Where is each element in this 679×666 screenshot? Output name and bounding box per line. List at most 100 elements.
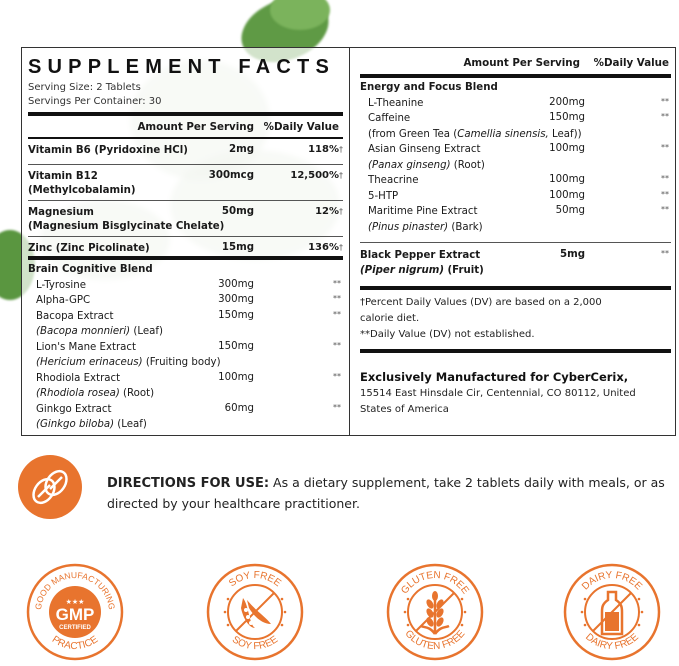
servings-per-container: Servings Per Container: 30: [28, 96, 162, 107]
ingredient-name: Lion's Mane Extract: [36, 341, 137, 353]
ingredient-daily-value: **: [661, 205, 669, 214]
dairy-free-icon: DAIRY FREE DAIRY FREE: [562, 562, 662, 662]
blend-title: Brain Cognitive Blend: [28, 264, 153, 275]
ingredient-source: (Ginkgo biloba) (Leaf): [36, 418, 147, 432]
manufacturer: Exclusively Manufactured for CyberCerix,: [360, 370, 629, 384]
svg-text:CERTIFIED: CERTIFIED: [59, 625, 91, 631]
source-part: Leaf)): [548, 128, 582, 140]
soy-free-icon: SOY FREE SOY FREE: [205, 562, 305, 662]
botanical-name: (Rhodiola rosea): [36, 388, 120, 399]
botanical-name: (Piper nigrum): [360, 265, 444, 276]
divider: [28, 164, 343, 165]
ingredient-daily-value: **: [333, 340, 341, 350]
ingredient-source: (Panax ginseng) (Root): [368, 159, 485, 173]
ingredient-name: 5-HTP: [368, 190, 399, 202]
nutrient-form: (Methylcobalamin): [28, 185, 136, 196]
ingredient-amount: 300mg: [218, 294, 254, 305]
ingredient-amount: 200mg: [549, 96, 585, 108]
daily-value-header: %Daily Value: [593, 57, 669, 69]
botanical-name: Camellia sinensis,: [457, 128, 549, 140]
ingredient-amount: 50mg: [555, 205, 585, 216]
ingredient-amount: 100mg: [218, 371, 254, 383]
ingredient-source: (Piper nigrum) (Fruit): [360, 264, 484, 278]
badge-bottom-label: PRACTICE: [50, 634, 101, 652]
badge-top-label: SOY FREE: [227, 570, 283, 590]
botanical-name: (Pinus pinaster): [368, 221, 449, 233]
nutrient-name: Vitamin B12: [28, 171, 98, 182]
tablets-icon: [18, 455, 82, 519]
ingredient-source: (Hericium erinaceus) (Fruiting body): [36, 356, 221, 370]
botanical-name: (Hericium erinaceus): [36, 357, 143, 368]
address-line-1: 15514 East Hinsdale Cir, Centennial, CO …: [360, 388, 636, 399]
botanical-name: (Ginkgo biloba): [36, 419, 115, 430]
nutrient-form: (Magnesium Bisglycinate Chelate): [28, 221, 225, 232]
nutrient-name: Magnesium: [28, 207, 94, 218]
divider: [28, 236, 343, 237]
address-line-2: States of America: [360, 404, 449, 415]
botanical-name: (Panax ginseng): [368, 159, 451, 171]
divider: [28, 112, 343, 116]
ingredient-source: (Pinus pinaster) (Bark): [368, 221, 483, 235]
ingredient-name: L-Theanine: [368, 97, 424, 109]
ingredient-name: Caffeine: [368, 113, 411, 124]
divider: [360, 286, 671, 290]
source-part: (Bark): [448, 221, 483, 233]
ingredient-amount: 100mg: [549, 189, 585, 201]
amount-header: Amount Per Serving: [463, 57, 580, 69]
ingredient-amount: 150mg: [218, 309, 254, 321]
nutrient-daily-value: 118%†: [308, 144, 343, 155]
source-part: (Fruiting body): [142, 357, 221, 368]
ingredient-amount: 5mg: [560, 249, 585, 260]
nutrient-name: Vitamin B6 (Pyridoxine HCl): [28, 145, 188, 156]
ingredient-amount: 100mg: [549, 143, 585, 154]
nutrient-amount: 15mg: [221, 242, 254, 253]
ingredient-source: (from Green Tea (Camellia sinensis, Leaf…: [368, 128, 582, 142]
footnote-dv: †Percent Daily Values (DV) are based on …: [360, 297, 602, 308]
dagger-mark: †: [339, 243, 343, 252]
ingredient-name: Asian Ginseng Extract: [368, 144, 481, 155]
divider: [360, 349, 671, 353]
botanical-name: (Bacopa monnieri): [36, 326, 131, 337]
ingredient-daily-value: **: [333, 294, 341, 303]
ingredient-name: Alpha-GPC: [36, 295, 91, 306]
nutrient-daily-value: 12,500%†: [290, 170, 343, 181]
ingredient-daily-value: **: [661, 143, 669, 152]
gluten-free-icon: GLUTEN FREE GLUTEN FREE: [385, 562, 485, 662]
nutrient-daily-value: 12%†: [315, 206, 343, 217]
footnote-not-established: **Daily Value (DV) not established.: [360, 329, 535, 340]
ingredient-daily-value: **: [661, 174, 669, 183]
ingredient-daily-value: **: [333, 309, 341, 319]
directions-label: DIRECTIONS FOR USE:: [107, 476, 270, 491]
directions-for-use: DIRECTIONS FOR USE: As a dietary supplem…: [107, 473, 667, 514]
source-part: (from Green Tea (: [368, 128, 458, 140]
supplement-facts-title: SUPPLEMENT FACTS: [28, 56, 335, 78]
ingredient-name: L-Tyrosine: [36, 279, 86, 291]
ingredient-name: Bacopa Extract: [36, 310, 114, 322]
svg-text:GMP: GMP: [56, 605, 95, 624]
footnote-dv-cont: calorie diet.: [360, 313, 420, 324]
source-part: (Root): [119, 388, 155, 399]
amount-header: Amount Per Serving: [137, 121, 254, 133]
source-part: (Leaf): [114, 419, 147, 430]
serving-size: Serving Size: 2 Tablets: [28, 82, 141, 93]
dagger-mark: †: [339, 207, 343, 216]
divider: [360, 242, 671, 243]
svg-text:★★★: ★★★: [66, 598, 85, 606]
supplement-facts-left-panel: SUPPLEMENT FACTS Serving Size: 2 Tablets…: [21, 47, 350, 436]
ingredient-name: Rhodiola Extract: [36, 372, 121, 384]
ingredient-amount: 60mg: [224, 402, 254, 414]
ingredient-amount: 150mg: [549, 112, 585, 123]
source-part: (Fruit): [443, 265, 484, 276]
ingredient-amount: 150mg: [218, 340, 254, 352]
ingredient-daily-value: **: [333, 278, 341, 288]
nutrient-daily-value: 136%†: [308, 242, 343, 253]
ingredient-amount: 100mg: [549, 174, 585, 185]
gmp-icon: ★★★ GMP CERTIFIED GOOD MANUFACTURING PRACT…: [25, 562, 125, 662]
divider: [28, 137, 343, 139]
ingredient-name: Theacrine: [368, 175, 419, 186]
nutrient-amount: 50mg: [221, 206, 254, 217]
ingredient-daily-value: **: [661, 189, 669, 199]
blend-title: Energy and Focus Blend: [360, 82, 498, 93]
ingredient-amount: 300mg: [218, 278, 254, 290]
supplement-facts-right-panel: Amount Per Serving %Daily Value Energy a…: [349, 47, 676, 436]
